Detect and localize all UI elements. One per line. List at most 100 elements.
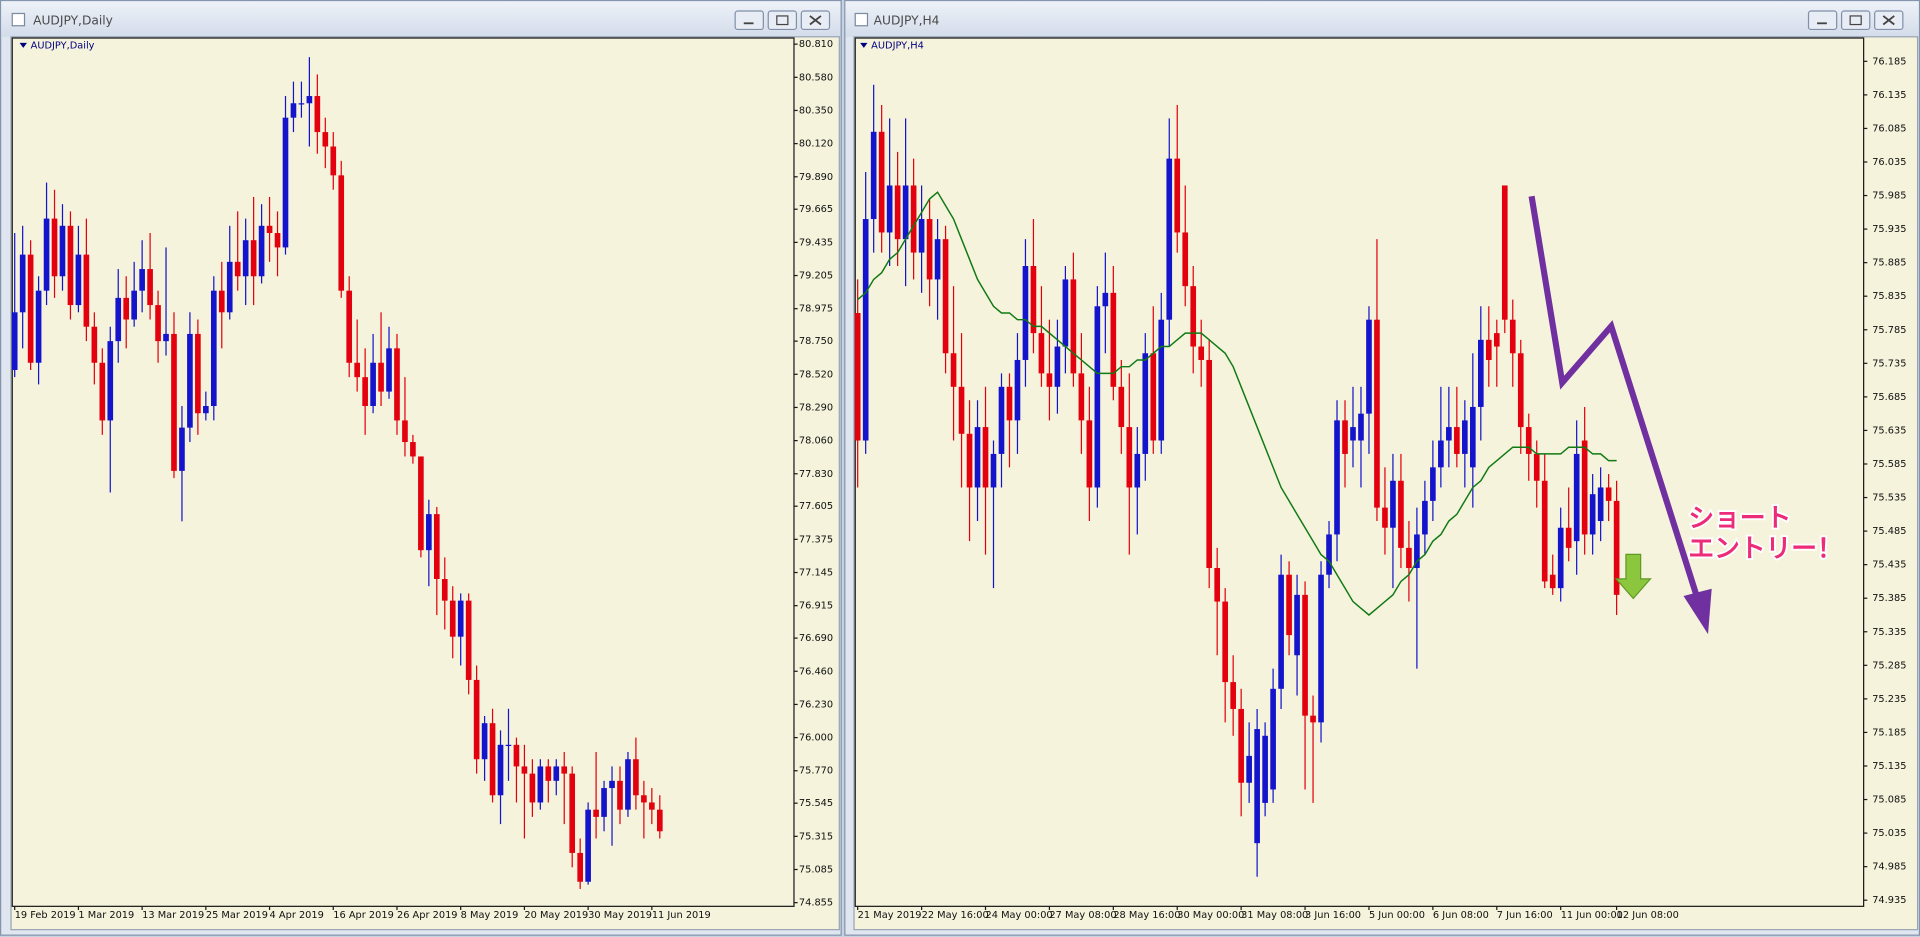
candle-body	[394, 348, 400, 421]
y-tick-label: 79.435	[799, 237, 833, 248]
candle-body	[1605, 487, 1612, 501]
candle-body	[155, 305, 161, 342]
maximize-button[interactable]	[767, 10, 798, 31]
candle-body	[926, 219, 933, 280]
candle-body	[1501, 185, 1508, 320]
y-tick-label: 75.585	[1872, 459, 1906, 470]
candle-body	[982, 427, 989, 488]
x-tick-label: 7 Jun 16:00	[1497, 910, 1553, 921]
x-tick-label: 13 Mar 2019	[142, 910, 204, 921]
candle-body	[402, 420, 408, 443]
candle-body	[338, 175, 345, 291]
candle-body	[449, 600, 456, 637]
candle-body	[974, 427, 981, 488]
y-tick-label: 75.785	[1872, 325, 1906, 336]
x-tick-label: 11 Jun 2019	[652, 910, 711, 921]
y-tick-label: 75.385	[1872, 593, 1906, 604]
chart-panel	[10, 36, 840, 931]
candle-body	[878, 131, 885, 233]
candle-body	[75, 254, 82, 306]
candle-body	[35, 290, 42, 363]
candle-body	[1557, 527, 1564, 589]
y-tick-label: 75.235	[1872, 694, 1906, 705]
candle-body	[1102, 292, 1109, 307]
candle-body	[1158, 319, 1165, 441]
candle-body	[83, 254, 90, 327]
candle-body	[1462, 420, 1468, 454]
y-tick-label: 76.230	[799, 699, 833, 710]
candle-body	[1342, 420, 1348, 454]
y-tick-label: 75.685	[1872, 392, 1906, 403]
maximize-button[interactable]	[1840, 10, 1871, 31]
y-tick-label: 74.855	[799, 898, 833, 909]
candle-body	[886, 185, 893, 233]
candle-body	[1078, 373, 1085, 421]
y-tick-label: 79.890	[799, 172, 833, 183]
candle-body	[1390, 480, 1396, 528]
candle-body	[433, 514, 440, 580]
candle-body	[1406, 547, 1412, 569]
candle-body	[107, 341, 114, 421]
candle-body	[1230, 682, 1236, 709]
candle-body	[426, 514, 432, 551]
candle-body	[1589, 494, 1596, 535]
candle-body	[195, 333, 201, 414]
y-tick-label: 77.605	[799, 501, 833, 512]
candle-body	[1374, 319, 1380, 508]
candle-body	[633, 759, 639, 796]
y-tick-label: 75.535	[1872, 493, 1906, 504]
candle-body	[1613, 500, 1620, 595]
candle-body	[521, 766, 528, 774]
candle-body	[1549, 574, 1556, 589]
title-bar	[845, 1, 1919, 37]
candle-body	[577, 852, 583, 882]
candle-body	[266, 225, 273, 234]
minimize-button[interactable]	[734, 10, 764, 31]
candle-body	[489, 723, 496, 796]
x-tick-label: 21 May 2019	[858, 910, 922, 921]
y-tick-label: 79.665	[799, 204, 833, 215]
candle-body	[386, 348, 392, 392]
y-tick-label: 79.205	[799, 271, 833, 282]
candle-body	[67, 225, 74, 306]
plot-title: AUDJPY,H4	[871, 40, 924, 51]
candle-body	[990, 453, 997, 488]
symbol-marker	[19, 42, 27, 48]
candle-body	[282, 117, 289, 248]
candle-body	[1438, 440, 1444, 468]
x-tick-label: 11 Jun 00:00	[1561, 910, 1623, 921]
candle-body	[147, 269, 153, 306]
y-tick-label: 76.135	[1872, 90, 1906, 101]
candle-body	[625, 759, 631, 810]
candle-body	[1038, 333, 1045, 374]
window-buttons[interactable]	[1807, 10, 1904, 31]
candle-body	[51, 218, 58, 277]
window-buttons[interactable]	[734, 10, 831, 31]
candle-body	[346, 290, 353, 363]
candle-body	[1326, 534, 1332, 575]
y-tick-label: 75.485	[1872, 526, 1906, 537]
candle-body	[1062, 279, 1069, 347]
candle-body	[115, 297, 122, 342]
candle-body	[1054, 346, 1061, 387]
y-tick-label: 78.975	[799, 304, 833, 315]
candle-body	[1517, 353, 1524, 428]
plot-title: AUDJPY,Daily	[31, 40, 95, 51]
candle-body	[545, 766, 552, 781]
candle-body	[950, 353, 957, 387]
candle-body	[290, 103, 297, 118]
candle-body	[457, 600, 464, 637]
candle-body	[410, 442, 416, 457]
candle-body	[609, 780, 615, 789]
candle-body	[553, 766, 560, 781]
candle-body	[298, 103, 305, 105]
candle-body	[1286, 574, 1292, 636]
x-tick-label: 6 Jun 08:00	[1433, 910, 1489, 921]
minimize-button[interactable]	[1807, 10, 1838, 31]
y-tick-label: 75.315	[799, 831, 833, 842]
x-tick-label: 16 Apr 2019	[333, 910, 394, 921]
candle-body	[306, 96, 313, 104]
candle-body	[513, 744, 520, 767]
candle-body	[537, 766, 544, 803]
